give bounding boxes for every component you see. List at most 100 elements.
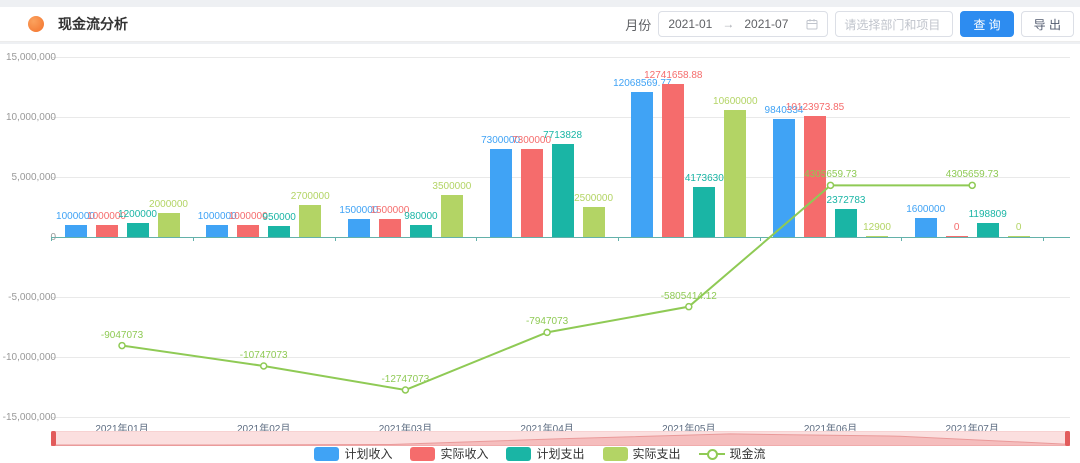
- bar-value-label: 10123973.85: [785, 102, 845, 113]
- bar-value-label: 1000000: [87, 211, 126, 222]
- x-axis-tick: [334, 237, 336, 241]
- x-axis-label: 2021年04月: [520, 424, 574, 435]
- bar-value-label: 1500000: [339, 205, 379, 216]
- line-point: [826, 181, 835, 190]
- legend-label: 现金流: [729, 447, 766, 461]
- bar-planned-income: [347, 219, 370, 237]
- line-point: [118, 341, 126, 350]
- bar-value-label: 1200000: [118, 209, 157, 220]
- header: 现金流分析 月份 2021-01 → 2021-07 请选择部门和项目 查 询 …: [0, 7, 1080, 42]
- bar-value-label: 1000000: [197, 211, 237, 222]
- x-axis-tick: [901, 237, 903, 241]
- bar-planned-income: [489, 149, 512, 237]
- bar-value-label: 2372783: [826, 195, 866, 206]
- x-axis-tick: [759, 237, 761, 241]
- bar-value-label: 4173630: [684, 173, 724, 184]
- bar-actual-income: [662, 84, 685, 237]
- bar-actual-income: [804, 116, 826, 237]
- date-end-value[interactable]: 2021-07: [744, 17, 789, 31]
- bar-planned-expense: [551, 144, 574, 237]
- x-axis-tick: [51, 237, 53, 241]
- x-axis-label: 2021年01月: [95, 424, 149, 435]
- date-range-arrow: →: [722, 17, 735, 31]
- date-range-picker[interactable]: 2021-01 → 2021-07: [658, 11, 829, 37]
- grid-line: [51, 117, 1070, 118]
- line-point: [543, 328, 551, 337]
- legend-item-actual-income[interactable]: 实际收入: [410, 445, 488, 462]
- bar-actual-expense: [299, 205, 322, 237]
- bar-value-label: 1500000: [370, 205, 410, 216]
- x-axis-label: 2021年07月: [945, 424, 999, 435]
- grid-line: [51, 357, 1070, 358]
- department-project-select[interactable]: 请选择部门和项目: [835, 11, 954, 37]
- chart-legend: 计划收入 实际收入 计划支出 实际支出 现金流: [0, 445, 1080, 462]
- bar-value-label: 12900: [863, 222, 891, 233]
- datazoom-handle[interactable]: [51, 431, 56, 446]
- bar-actual-expense: [440, 195, 463, 237]
- bar-planned-expense: [693, 187, 716, 237]
- bar-planned-income: [631, 92, 654, 237]
- line-value-label: -12747073: [381, 373, 430, 385]
- bar-actual-expense: [582, 207, 605, 237]
- bar-value-label: 0: [1015, 222, 1022, 233]
- query-button[interactable]: 查 询: [960, 11, 1014, 37]
- y-axis-label: 10,000,000: [5, 112, 56, 123]
- line-point: [968, 181, 976, 190]
- bar-value-label: 7300000: [481, 135, 521, 146]
- x-axis-tick: [476, 237, 478, 241]
- y-axis-label: 5,000,000: [11, 172, 57, 183]
- legend-swatch: [410, 446, 436, 461]
- bar-actual-income: [237, 225, 260, 237]
- legend-item-cashflow[interactable]: 现金流: [698, 445, 766, 462]
- legend-label: 计划支出: [536, 447, 585, 461]
- x-axis-tick: [1043, 237, 1045, 241]
- x-axis-label: 2021年06月: [803, 424, 858, 435]
- datazoom-slider[interactable]: [51, 431, 1070, 446]
- bar-value-label: 950000: [262, 212, 296, 223]
- x-axis-label: 2021年02月: [237, 424, 291, 435]
- bar-planned-expense: [409, 225, 432, 237]
- bar-value-label: 9840334: [764, 105, 804, 116]
- legend-item-planned-expense[interactable]: 计划支出: [506, 445, 585, 462]
- bar-actual-expense: [1007, 236, 1030, 237]
- grid-line: [51, 417, 1070, 418]
- y-axis-label: -5,000,000: [8, 292, 56, 303]
- bar-value-label: 12068569.77: [613, 78, 672, 89]
- line-value-label: -10747073: [239, 349, 288, 361]
- line-point: [259, 362, 268, 370]
- line-point: [685, 302, 693, 311]
- bar-planned-expense: [268, 226, 291, 237]
- bar-value-label: 980000: [404, 211, 438, 222]
- legend-label: 计划收入: [344, 447, 393, 461]
- calendar-icon: [806, 18, 818, 30]
- bar-value-label: 2500000: [574, 193, 614, 204]
- bar-value-label: 7300000: [512, 135, 552, 146]
- export-button[interactable]: 导 出: [1020, 11, 1074, 37]
- bar-value-label: 1198809: [968, 209, 1007, 220]
- bar-actual-income: [95, 225, 118, 237]
- line-point: [401, 386, 410, 394]
- legend-label: 实际支出: [632, 447, 681, 461]
- bar-value-label: 2700000: [290, 191, 330, 202]
- bar-actual-expense: [157, 213, 180, 237]
- bar-planned-expense: [126, 223, 149, 237]
- legend-swatch: [506, 446, 532, 461]
- datazoom-handle[interactable]: [1065, 431, 1070, 446]
- grid-line: [51, 297, 1070, 298]
- legend-item-actual-expense[interactable]: 实际支出: [602, 445, 681, 462]
- x-axis-line: [51, 237, 1070, 238]
- y-axis-label: 15,000,000: [5, 52, 56, 63]
- y-axis-label: -10,000,000: [2, 352, 56, 363]
- bar-planned-expense: [976, 223, 999, 237]
- bar-planned-income: [914, 218, 937, 237]
- bar-planned-income: [206, 225, 229, 237]
- legend-item-planned-income[interactable]: 计划收入: [314, 445, 392, 462]
- bar-value-label: 10600000: [713, 96, 758, 107]
- bar-value-label: 1600000: [906, 204, 946, 215]
- x-axis-tick: [617, 237, 619, 241]
- bar-value-label: 1000000: [56, 211, 95, 222]
- date-start-value[interactable]: 2021-01: [668, 17, 713, 31]
- bar-planned-income: [773, 119, 795, 237]
- bar-value-label: 7713828: [543, 130, 583, 141]
- bar-value-label: 1000000: [228, 211, 268, 222]
